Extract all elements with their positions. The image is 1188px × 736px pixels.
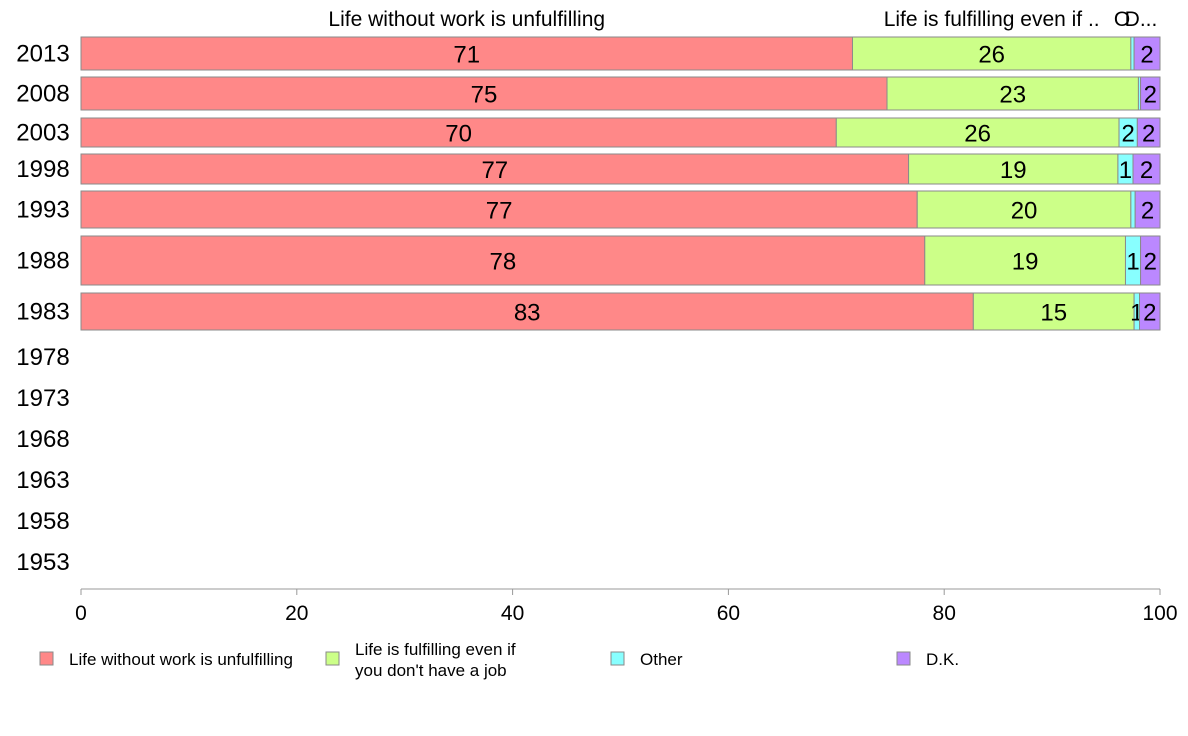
bar-segment xyxy=(886,76,1139,111)
top-labels: Life without work is unfulfilling Life is… xyxy=(328,8,1157,31)
top-series-label: O xyxy=(1114,8,1130,31)
segment-label: 2 xyxy=(1140,157,1153,184)
bar-segment xyxy=(835,117,1120,148)
legend-swatch xyxy=(39,651,54,666)
segment-label: 78 xyxy=(490,249,517,276)
bar-segment xyxy=(1136,117,1161,148)
x-tick-label: 80 xyxy=(933,602,956,625)
top-series-label: D... xyxy=(1125,8,1158,31)
x-axis: 0 20 40 60 80 100 xyxy=(75,588,1178,625)
year-label: 2008 xyxy=(16,81,69,108)
top-series-label: Life without work is unfulfilling xyxy=(328,8,605,31)
bar-segment xyxy=(1138,292,1161,331)
segment-label: 2 xyxy=(1144,249,1157,276)
segment-label: 83 xyxy=(514,300,541,327)
bar-segment xyxy=(1133,36,1161,71)
segment-label: 77 xyxy=(481,157,508,184)
bar-segment xyxy=(1140,235,1161,286)
top-series-label: Life is fulfilling even if .. xyxy=(884,8,1100,31)
legend-entry: Life without work is unfulfilling xyxy=(39,650,293,669)
legend-label: Life without work is unfulfilling xyxy=(69,650,293,669)
bars: 71 26 275 23 270 26 2 277 19 1 277 20 278 19 1 283 15 1 2 xyxy=(80,36,1161,331)
legend-swatch xyxy=(325,651,340,666)
legend-label: D.K. xyxy=(926,650,959,669)
segment-label: 2 xyxy=(1141,198,1154,225)
year-label: 1998 xyxy=(16,156,69,183)
year-label: 2003 xyxy=(16,120,69,147)
bar-segment xyxy=(1130,190,1136,229)
segment-label: 71 xyxy=(453,42,480,69)
segment-label: 1 xyxy=(1119,157,1132,184)
legend-swatch xyxy=(896,651,911,666)
legend-entry: D.K. xyxy=(896,650,959,669)
legend-entry: Life is fulfilling even if you don't have… xyxy=(325,640,516,680)
segment-label: 2 xyxy=(1140,42,1153,69)
year-label: 1953 xyxy=(16,549,69,576)
year-label: 1968 xyxy=(16,426,69,453)
legend-label: Life is fulfilling even if xyxy=(355,640,516,659)
bar-segment xyxy=(1132,153,1161,185)
x-tick-label: 0 xyxy=(75,602,87,625)
bar-segment xyxy=(80,76,888,111)
legend: Life without work is unfulfilling Life is… xyxy=(39,640,959,680)
segment-label: 2 xyxy=(1143,300,1156,327)
legend-label: Other xyxy=(640,650,683,669)
year-label: 1978 xyxy=(16,344,69,371)
legend-entry: Other xyxy=(610,650,683,669)
bar-segment xyxy=(972,292,1135,331)
year-labels: 2013 2008 2003 1998 1993 1988 1983 1978 1973 1968… xyxy=(16,41,69,577)
bar-segment xyxy=(80,117,837,148)
bar-segment xyxy=(924,235,1126,286)
year-label: 1958 xyxy=(16,508,69,535)
year-label: 1988 xyxy=(16,248,69,275)
year-label: 1993 xyxy=(16,197,69,224)
segment-label: 23 xyxy=(999,82,1026,109)
bar-segment xyxy=(80,292,974,331)
segment-label: 1 xyxy=(1126,249,1139,276)
segment-label: 20 xyxy=(1011,198,1038,225)
segment-label: 70 xyxy=(445,121,472,148)
segment-label: 77 xyxy=(486,198,513,225)
legend-label: you don't have a job xyxy=(355,661,507,680)
segment-label: 19 xyxy=(1000,157,1027,184)
year-label: 1973 xyxy=(16,385,69,412)
year-label: 1983 xyxy=(16,299,69,326)
segment-label: 26 xyxy=(964,121,991,148)
legend-swatch xyxy=(610,651,625,666)
segment-label: 2 xyxy=(1144,82,1157,109)
year-label: 1963 xyxy=(16,467,69,494)
x-tick-label: 40 xyxy=(501,602,524,625)
bar-segment xyxy=(851,36,1132,71)
bar-segment xyxy=(80,190,918,229)
x-tick-label: 20 xyxy=(285,602,308,625)
segment-label: 15 xyxy=(1040,300,1067,327)
x-tick-label: 100 xyxy=(1142,602,1177,625)
bar-segment xyxy=(80,153,910,185)
segment-label: 26 xyxy=(978,42,1005,69)
segment-label: 2 xyxy=(1121,121,1134,148)
segment-label: 19 xyxy=(1012,249,1039,276)
year-label: 2013 xyxy=(16,41,69,68)
segment-label: 75 xyxy=(471,82,498,109)
bar-segment xyxy=(1134,190,1161,229)
bar-segment xyxy=(1140,76,1161,111)
segment-label: 2 xyxy=(1142,121,1155,148)
x-tick-label: 60 xyxy=(717,602,740,625)
